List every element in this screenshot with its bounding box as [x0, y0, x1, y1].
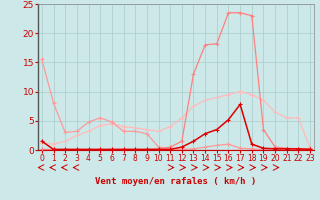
X-axis label: Vent moyen/en rafales ( km/h ): Vent moyen/en rafales ( km/h ): [95, 177, 257, 186]
